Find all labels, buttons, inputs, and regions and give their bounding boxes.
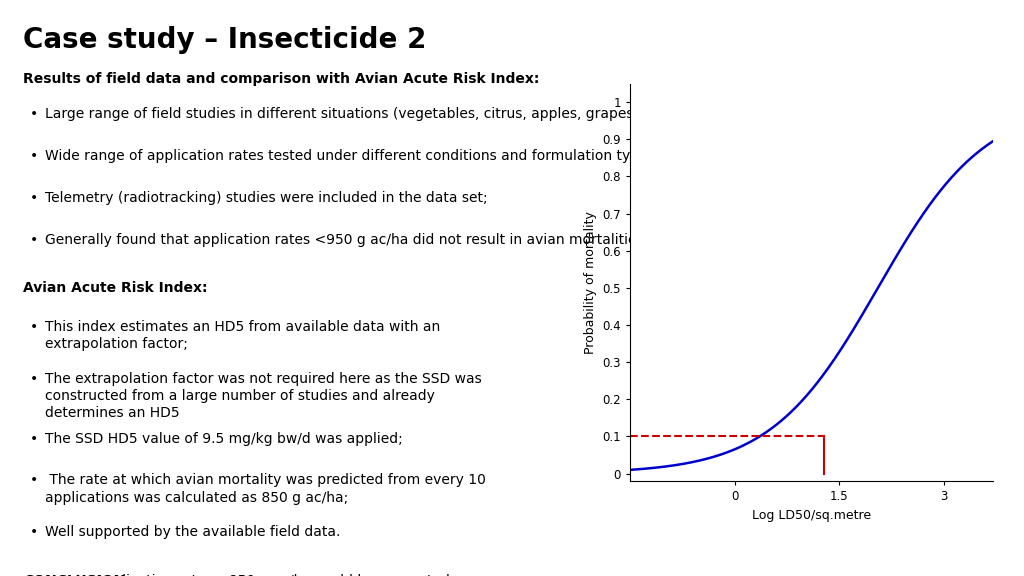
Text: •: • bbox=[31, 320, 39, 334]
Text: •: • bbox=[31, 233, 39, 247]
Text: This index estimates an HD5 from available data with an
extrapolation factor;: This index estimates an HD5 from availab… bbox=[45, 320, 440, 351]
Text: •: • bbox=[31, 525, 39, 539]
Y-axis label: Probability of mortality: Probability of mortality bbox=[584, 211, 597, 354]
Text: Well supported by the available field data.: Well supported by the available field da… bbox=[45, 525, 340, 539]
X-axis label: Log LD50/sq.metre: Log LD50/sq.metre bbox=[752, 509, 871, 521]
Text: •: • bbox=[31, 372, 39, 385]
Text: The rate at which avian mortality was predicted from every 10
applications was c: The rate at which avian mortality was pr… bbox=[45, 473, 485, 505]
Text: Avian Acute Risk Index:: Avian Acute Risk Index: bbox=[24, 281, 208, 294]
Text: •: • bbox=[31, 149, 39, 162]
Text: CONCLUSION: CONCLUSION bbox=[24, 574, 126, 576]
Text: Case study – Insecticide 2: Case study – Insecticide 2 bbox=[24, 26, 427, 54]
Text: Results of field data and comparison with Avian Acute Risk Index:: Results of field data and comparison wit… bbox=[24, 72, 540, 86]
Text: Telemetry (radiotracking) studies were included in the data set;: Telemetry (radiotracking) studies were i… bbox=[45, 191, 487, 204]
Text: The extrapolation factor was not required here as the SSD was
constructed from a: The extrapolation factor was not require… bbox=[45, 372, 481, 420]
Text: •: • bbox=[31, 432, 39, 446]
Text: •: • bbox=[31, 473, 39, 487]
Text: Wide range of application rates tested under different conditions and formulatio: Wide range of application rates tested u… bbox=[45, 149, 808, 162]
Text: The SSD HD5 value of 9.5 mg/kg bw/d was applied;: The SSD HD5 value of 9.5 mg/kg bw/d was … bbox=[45, 432, 402, 446]
Text: Generally found that application rates <950 g ac/ha did not result in avian mort: Generally found that application rates <… bbox=[45, 233, 648, 247]
Text: •: • bbox=[31, 191, 39, 204]
Text: : Application rates ≤850 g ac/ha could be supported.: : Application rates ≤850 g ac/ha could b… bbox=[86, 574, 455, 576]
Text: •: • bbox=[31, 107, 39, 120]
Text: Large range of field studies in different situations (vegetables, citrus, apples: Large range of field studies in differen… bbox=[45, 107, 677, 120]
